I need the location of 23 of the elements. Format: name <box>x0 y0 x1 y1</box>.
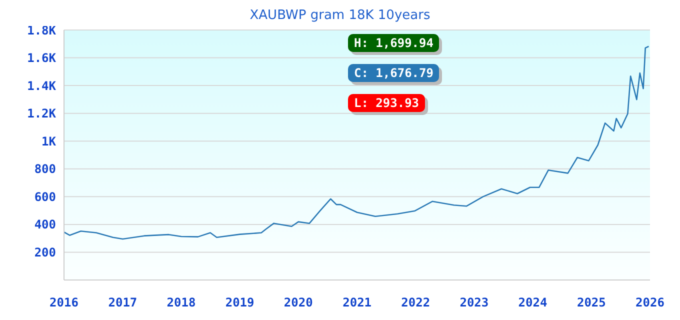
y-tick-label: 1.4K <box>27 78 57 93</box>
y-tick-label: 1K <box>42 134 57 148</box>
x-tick-label: 2024 <box>518 296 548 310</box>
x-tick-label: 2026 <box>636 296 664 310</box>
x-tick-label: 2025 <box>576 296 606 310</box>
x-tick-label: 2016 <box>50 296 78 310</box>
x-tick-label: 2017 <box>108 296 138 310</box>
annotation: L: 293.93 <box>348 94 426 112</box>
x-tick-label: 2019 <box>225 296 254 310</box>
x-tick-label: 2018 <box>166 296 196 310</box>
y-tick-label: 400 <box>34 218 56 232</box>
x-tick-label: 2020 <box>284 296 313 310</box>
annotation: C: 1,676.79 <box>348 64 440 82</box>
annotation: H: 1,699.94 <box>348 34 440 52</box>
x-tick-label: 2022 <box>401 296 430 310</box>
y-tick-label: 1.6K <box>27 51 57 66</box>
y-tick-label: 1.2K <box>27 106 57 121</box>
y-tick-label: 600 <box>34 190 56 204</box>
chart-title: XAUBWP gram 18K 10years <box>250 8 430 23</box>
y-tick-label: 200 <box>34 245 56 260</box>
y-tick-label: 800 <box>34 162 56 176</box>
x-tick-label: 2023 <box>460 296 489 310</box>
x-tick-label: 2021 <box>342 296 372 310</box>
